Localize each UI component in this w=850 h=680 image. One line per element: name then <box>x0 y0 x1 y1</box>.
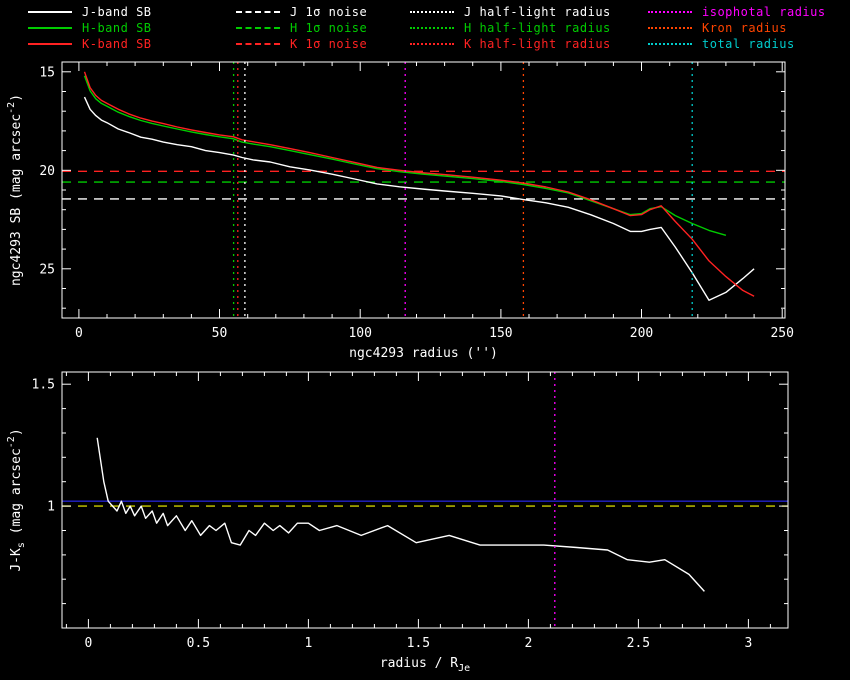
x-tick-label: 2 <box>524 636 532 651</box>
legend-entry-j-half-light-radius: J half-light radius <box>410 4 611 20</box>
plot-box <box>61 61 786 319</box>
sb-profile-panel: 0 50 100 150 200 250 15 20 25 ngc4293 radius ('')… <box>6 61 794 361</box>
legend-label: K 1σ noise <box>290 37 368 51</box>
j-band-sb-line-sample <box>28 11 72 13</box>
x-tick-label: 2.5 <box>627 636 650 651</box>
legend-label: J-band SB <box>82 5 152 19</box>
legend-label: total radius <box>702 37 795 51</box>
y-tick-label: 25 <box>39 262 55 277</box>
x-tick-label: 0.5 <box>187 636 210 651</box>
legend-label: K-band SB <box>82 37 152 51</box>
legend-label: K half-light radius <box>464 37 611 51</box>
legend-label: J 1σ noise <box>290 5 368 19</box>
x-tick-label: 0 <box>75 326 83 341</box>
legend-label: Kron radius <box>702 21 787 35</box>
legend-entry-h-band-sb: H-band SB <box>28 20 152 36</box>
y-axis-label: J-Ks (mag arcsec-2) <box>6 428 27 571</box>
h-half-light-radius-line-sample <box>410 27 454 29</box>
x-tick-label: 100 <box>348 326 371 341</box>
k-band-sb-line-sample <box>28 43 72 45</box>
legend-entry-h-1-noise: H 1σ noise <box>236 20 367 36</box>
x-axis-label: radius / RJe <box>380 656 470 674</box>
series-k-band-sb <box>83 71 755 297</box>
y-tick-label: 1 <box>47 500 55 515</box>
legend-entry-h-half-light-radius: H half-light radius <box>410 20 611 36</box>
k-half-light-radius-line-sample <box>410 43 454 45</box>
series-j-band-sb <box>83 96 755 302</box>
legend-column-3: J half-light radius H half-light radius K … <box>410 4 611 52</box>
kron-radius-line-sample <box>648 27 692 29</box>
x-tick-label: 1 <box>304 636 312 651</box>
k-1-noise-line-sample <box>236 43 280 45</box>
legend-entry-k-1-noise: K 1σ noise <box>236 36 367 52</box>
legend-column-1: J-band SB H-band SB K-band SB <box>28 4 152 52</box>
legend-label: H 1σ noise <box>290 21 368 35</box>
legend-label: isophotal radius <box>702 5 826 19</box>
series-h-band-sb <box>83 75 727 236</box>
legend-label: H half-light radius <box>464 21 611 35</box>
y-tick-label: 20 <box>39 164 55 179</box>
legend-entry-k-half-light-radius: K half-light radius <box>410 36 611 52</box>
legend-entry-isophotal-radius: isophotal radius <box>648 4 826 20</box>
x-tick-label: 50 <box>212 326 228 341</box>
h-1-noise-line-sample <box>236 27 280 29</box>
x-axis-label: ngc4293 radius ('') <box>349 346 498 361</box>
legend: J-band SB H-band SB K-band SB J 1σ noise H 1… <box>0 4 850 56</box>
total-radius-line-sample <box>648 43 692 45</box>
x-tick-label: 1.5 <box>407 636 430 651</box>
legend-column-2: J 1σ noise H 1σ noise K 1σ noise <box>236 4 367 52</box>
j-1-noise-line-sample <box>236 11 280 13</box>
legend-entry-k-band-sb: K-band SB <box>28 36 152 52</box>
isophotal-radius-line-sample <box>648 11 692 13</box>
legend-label: J half-light radius <box>464 5 611 19</box>
legend-entry-total-radius: total radius <box>648 36 826 52</box>
y-tick-label: 1.5 <box>32 378 55 393</box>
y-axis-label: ngc4293 SB (mag arcsec-2) <box>6 94 24 286</box>
x-tick-label: 250 <box>770 326 793 341</box>
j-half-light-radius-line-sample <box>410 11 454 13</box>
legend-entry-kron-radius: Kron radius <box>648 20 826 36</box>
x-tick-label: 200 <box>630 326 653 341</box>
legend-entry-j-band-sb: J-band SB <box>28 4 152 20</box>
y-tick-label: 15 <box>39 65 55 80</box>
x-tick-label: 150 <box>489 326 512 341</box>
color-profile-panel: 0 0.5 1 1.5 2 2.5 3 1 1.5 radius / RJe J-Ks (mag a… <box>6 371 789 674</box>
h-band-sb-line-sample <box>28 27 72 29</box>
legend-label: H-band SB <box>82 21 152 35</box>
series-j-ks-color <box>96 437 705 592</box>
legend-entry-j-1-noise: J 1σ noise <box>236 4 367 20</box>
x-tick-label: 0 <box>84 636 92 651</box>
x-tick-label: 3 <box>744 636 752 651</box>
plot-box <box>61 371 789 629</box>
legend-column-4: isophotal radius Kron radius total radius <box>648 4 826 52</box>
